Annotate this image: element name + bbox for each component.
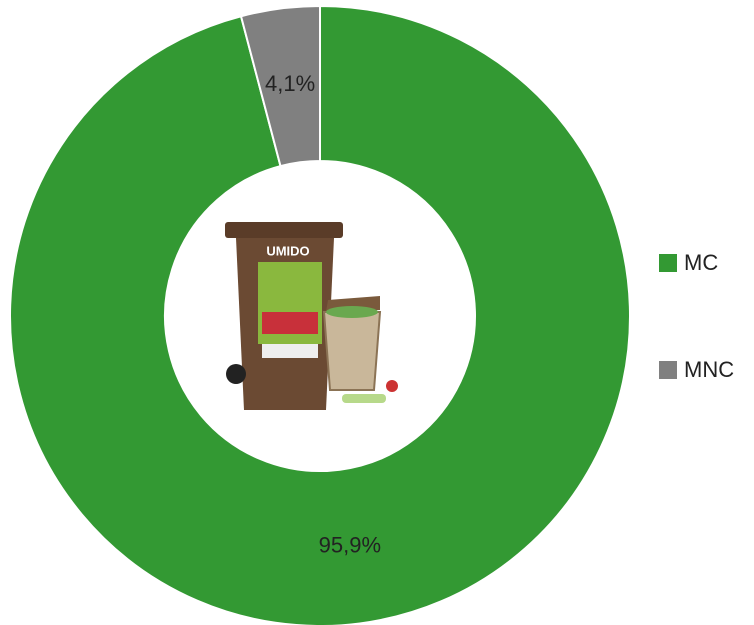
donut-slice xyxy=(239,4,321,168)
legend-swatch xyxy=(659,254,677,272)
center-image: UMIDO xyxy=(225,222,398,410)
data-label: 4,1% xyxy=(265,71,315,96)
basket-greens xyxy=(326,306,378,318)
vegetable xyxy=(342,394,386,403)
tomato xyxy=(386,380,398,392)
basket xyxy=(322,311,382,391)
bin-sticker-white xyxy=(262,344,318,358)
bin-sticker-red xyxy=(262,312,318,334)
legend-label: MNC xyxy=(684,357,734,382)
legend-label: MC xyxy=(684,250,718,275)
donut-slice xyxy=(9,4,631,625)
bin-wheel xyxy=(226,364,246,384)
bin-text: UMIDO xyxy=(266,243,309,258)
bin-lid xyxy=(225,222,343,238)
data-label: 95,9% xyxy=(319,532,381,557)
legend-swatch xyxy=(659,361,677,379)
